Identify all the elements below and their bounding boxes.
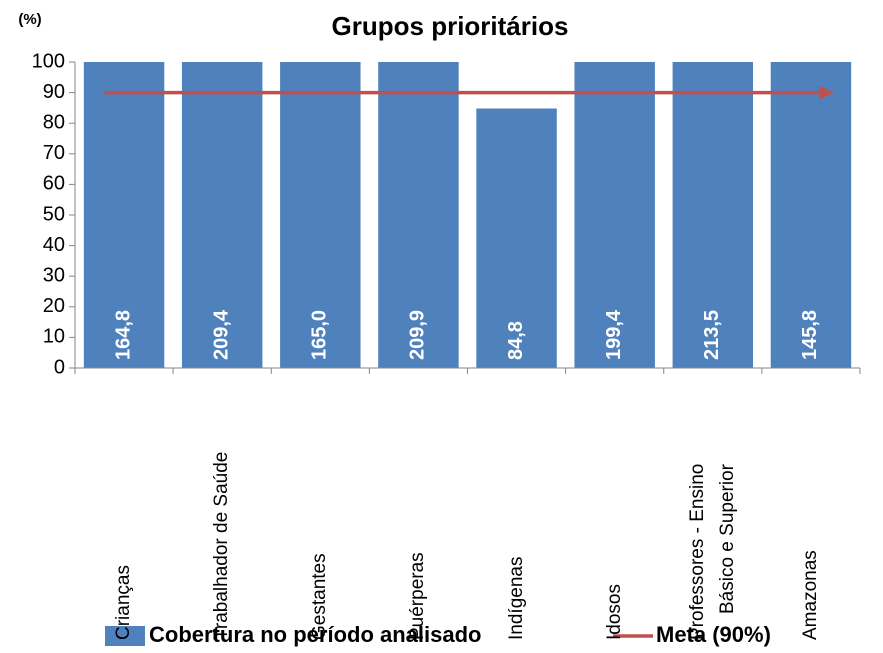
y-tick-label: 50 (43, 203, 65, 225)
bar (280, 62, 361, 368)
y-tick-label: 70 (43, 142, 65, 164)
y-tick-label: 60 (43, 173, 65, 195)
x-tick-label: Professores - Ensino Básico e Superior (686, 463, 738, 640)
bar (770, 62, 852, 368)
legend-swatch (105, 626, 145, 646)
y-tick-label: 10 (43, 326, 65, 348)
x-tick-label: Idosos (603, 584, 625, 640)
value-label: 164,8 (112, 310, 134, 360)
x-tick-label: Puérperas (407, 552, 429, 640)
value-label: 199,4 (603, 309, 625, 360)
y-tick-label: 0 (54, 356, 65, 378)
bar (378, 62, 459, 368)
plot (83, 62, 852, 368)
x-tick-label: Amazonas (799, 550, 821, 640)
x-tick-label: Crianças (113, 565, 135, 640)
x-tick-label: Gestantes (309, 553, 331, 640)
y-tick-label: 20 (43, 295, 65, 317)
legend-label: Cobertura no período analisado (149, 622, 481, 647)
value-label: 209,4 (210, 309, 232, 360)
chart-title: Grupos prioritários (332, 11, 569, 41)
legend-label: Meta (90%) (656, 622, 771, 647)
bar (672, 62, 754, 368)
y-axis-label: (%) (18, 11, 41, 28)
value-label: 145,8 (799, 310, 821, 360)
bar (476, 108, 557, 368)
y-tick-label: 30 (43, 264, 65, 286)
x-tick-label: Trabalhador de Saúde (211, 451, 233, 640)
y-tick-label: 40 (43, 234, 65, 256)
value-label: 165,0 (309, 310, 331, 360)
bar (181, 62, 263, 368)
value-label: 213,5 (701, 310, 723, 360)
bar (574, 62, 655, 368)
y-tick-label: 100 (32, 50, 65, 72)
x-tick-label: Indígenas (505, 556, 527, 640)
value-label: 84,8 (505, 321, 527, 360)
value-label: 209,9 (407, 310, 429, 360)
y-tick-label: 80 (43, 111, 65, 133)
bar (83, 62, 165, 368)
y-tick-label: 90 (43, 81, 65, 103)
